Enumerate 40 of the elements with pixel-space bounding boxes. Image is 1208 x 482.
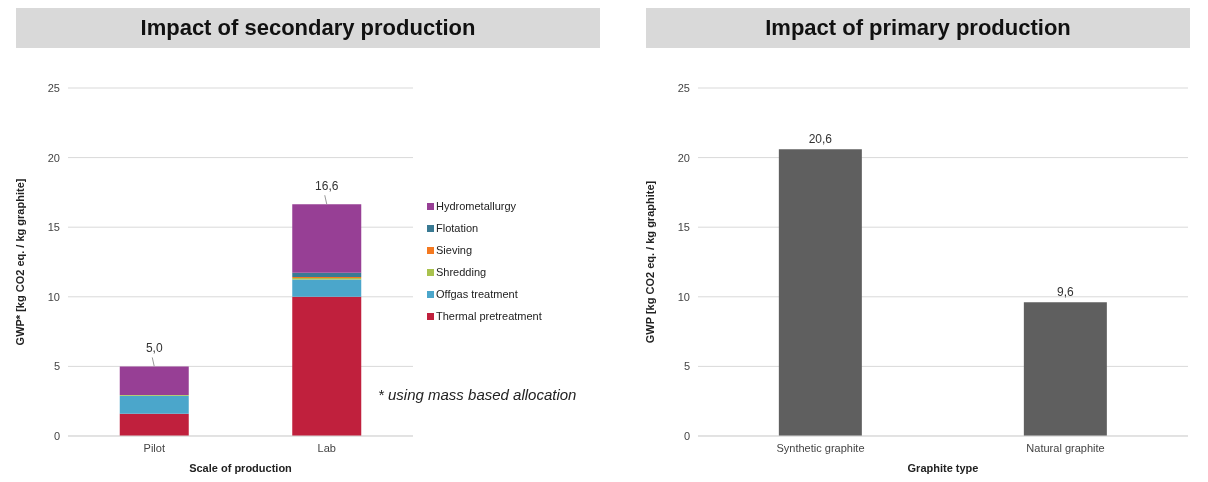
bar [119, 366, 189, 395]
x-tick-label: Pilot [143, 441, 165, 454]
y-tick-label: 0 [53, 429, 60, 442]
x-axis-title: Graphite type [907, 462, 979, 474]
legend-label: Flotation [436, 222, 479, 234]
x-tick-label: Synthetic graphite [776, 441, 865, 454]
y-tick-label: 20 [677, 151, 690, 164]
legend-label: Sieving [436, 244, 473, 256]
legend-label: Hydrometallurgy [436, 200, 517, 212]
x-tick-label: Natural graphite [1026, 441, 1105, 454]
annotation: * using mass based allocation [378, 386, 577, 403]
y-tick-label: 10 [47, 290, 60, 303]
bar [119, 395, 189, 414]
chart-title: Impact of secondary production [16, 8, 600, 48]
y-axis-title: GWP* [kg CO2 eq. / kg graphite] [13, 178, 26, 346]
y-tick-label: 15 [47, 221, 60, 234]
bar [292, 272, 362, 278]
total-label: 5,0 [145, 341, 163, 356]
total-label: 16,6 [315, 179, 339, 194]
bar [292, 279, 362, 297]
legend-label: Offgas treatment [436, 288, 518, 300]
y-axis-title: GWP [kg CO2 eq. / kg graphite] [643, 180, 656, 344]
legend-label: Shredding [436, 266, 487, 278]
y-tick-label: 10 [677, 290, 690, 303]
bar [292, 296, 362, 436]
y-tick-label: 5 [53, 360, 60, 373]
chart-title: Impact of primary production [646, 8, 1190, 48]
bar [119, 413, 189, 436]
y-tick-label: 20 [47, 151, 60, 164]
y-tick-label: 25 [47, 81, 60, 94]
y-tick-label: 5 [683, 360, 690, 373]
y-tick-label: 15 [677, 221, 690, 234]
y-tick-label: 0 [683, 429, 690, 442]
bar [292, 204, 362, 273]
data-label: 9,6 [1057, 285, 1075, 300]
x-axis-title: Scale of production [189, 462, 293, 474]
x-tick-label: Lab [317, 441, 336, 454]
legend-label: Thermal pretreatment [436, 310, 542, 322]
data-label: 20,6 [808, 132, 833, 147]
y-tick-label: 25 [677, 81, 690, 94]
